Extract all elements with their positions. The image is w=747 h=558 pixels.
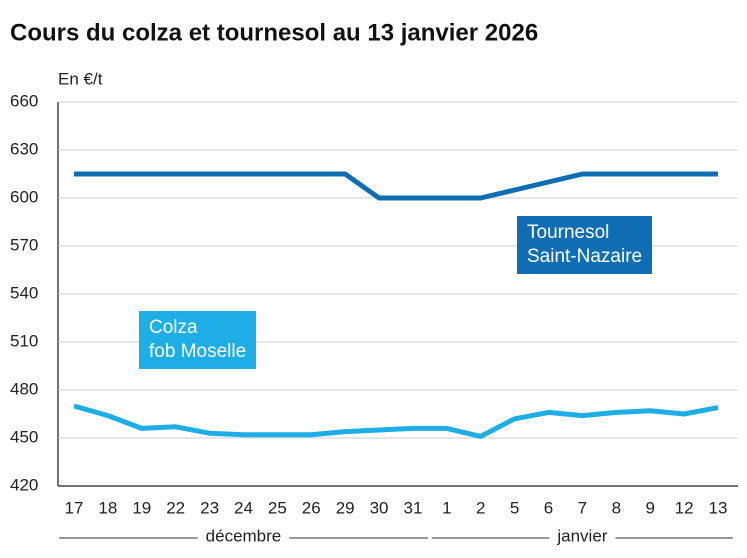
- x-tick-label: 24: [234, 498, 253, 517]
- x-tick-label: 9: [645, 498, 654, 517]
- y-tick-label: 600: [10, 187, 38, 206]
- y-tick-label: 420: [10, 475, 38, 494]
- x-tick-label: 30: [370, 498, 389, 517]
- x-tick-label: 23: [200, 498, 219, 517]
- y-tick-label: 450: [10, 427, 38, 446]
- x-tick-label: 22: [166, 498, 185, 517]
- x-tick-label: 7: [578, 498, 587, 517]
- y-tick-label: 540: [10, 283, 38, 302]
- series-line: [73, 403, 719, 439]
- x-tick-label: 1: [442, 498, 451, 517]
- y-tick-label: 480: [10, 379, 38, 398]
- legend-label: Tournesol Saint-Nazaire: [517, 216, 653, 274]
- x-tick-label: 6: [544, 498, 553, 517]
- x-group-label: janvier: [556, 526, 607, 545]
- x-group-label: décembre: [206, 526, 282, 545]
- y-axis-label: En €/t: [58, 69, 103, 88]
- x-tick-label: 12: [675, 498, 694, 517]
- x-tick-label: 18: [98, 498, 117, 517]
- y-tick-label: 570: [10, 235, 38, 254]
- x-tick-label: 5: [510, 498, 519, 517]
- series-line: [74, 171, 718, 201]
- y-tick-label: 510: [10, 331, 38, 350]
- x-tick-label: 19: [132, 498, 151, 517]
- chart-title: Cours du colza et tournesol au 13 janvie…: [10, 19, 538, 46]
- x-tick-label: 2: [476, 498, 485, 517]
- x-tick-label: 26: [302, 498, 321, 517]
- x-tick-label: 31: [403, 498, 422, 517]
- x-tick-label: 25: [268, 498, 287, 517]
- legend-label: Colza fob Moselle: [139, 311, 257, 369]
- y-tick-label: 630: [10, 139, 38, 158]
- y-tick-label: 660: [10, 91, 38, 110]
- x-tick-label: 8: [612, 498, 621, 517]
- x-tick-label: 17: [65, 498, 84, 517]
- x-tick-label: 29: [336, 498, 355, 517]
- x-tick-label: 13: [709, 498, 728, 517]
